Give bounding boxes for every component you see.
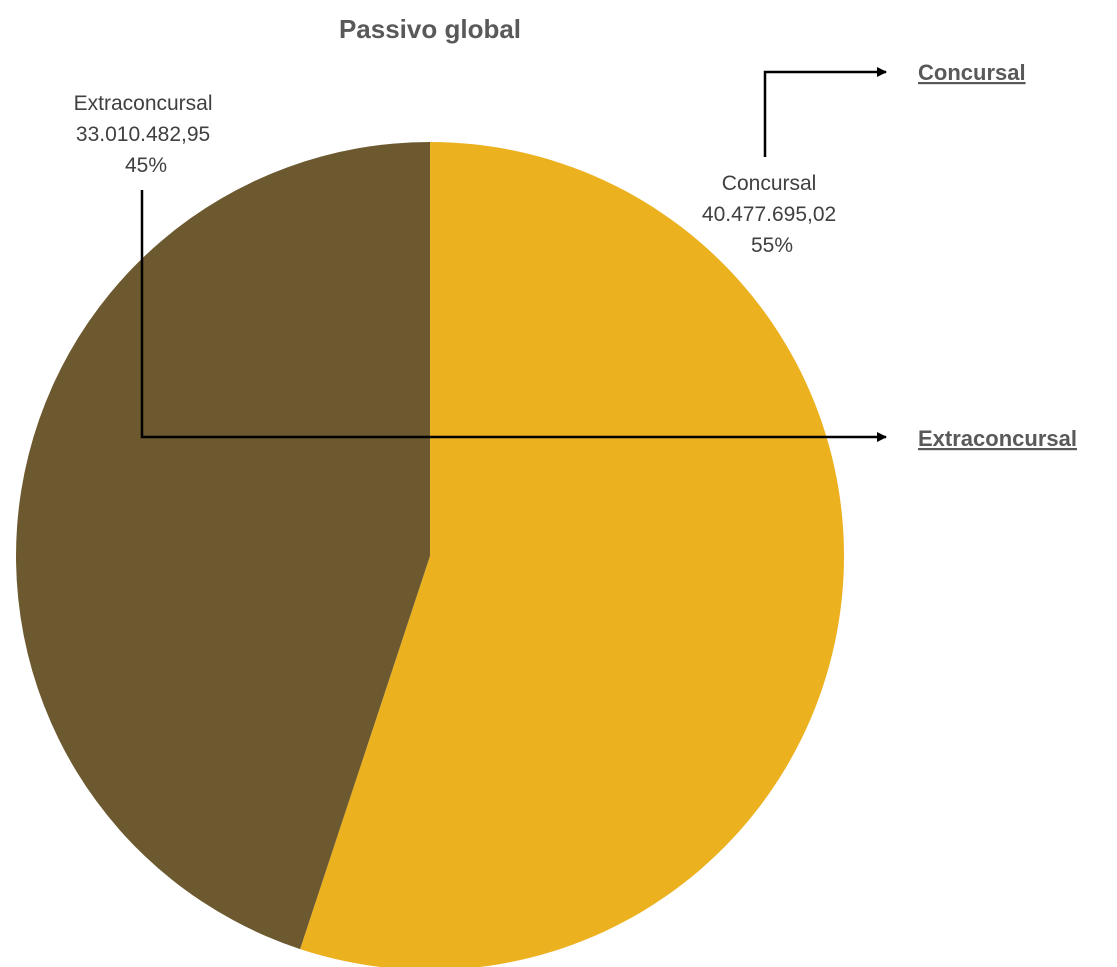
data-label-extraconcursal-value: 33.010.482,95 (76, 123, 210, 146)
connector-arrow-extraconcursal (140, 190, 887, 442)
data-label-extraconcursal-name: Extraconcursal (74, 92, 213, 115)
pie-slice-extraconcursal (16, 142, 430, 950)
data-label-extraconcursal: Extraconcursal 33.010.482,95 45% (74, 92, 219, 177)
data-label-concursal: Concursal 40.477.695,02 55% (702, 172, 842, 257)
pie-slice-concursal (300, 142, 844, 967)
data-label-extraconcursal-percent: 45% (125, 154, 167, 177)
link-extraconcursal[interactable]: Extraconcursal (918, 426, 1077, 451)
data-label-concursal-percent: 55% (751, 234, 793, 257)
connector-arrow-concursal (763, 67, 887, 157)
chart-title: Passivo global (339, 14, 521, 44)
data-label-concursal-value: 40.477.695,02 (702, 203, 836, 226)
data-label-concursal-name: Concursal (722, 172, 817, 195)
link-concursal[interactable]: Concursal (918, 60, 1026, 85)
